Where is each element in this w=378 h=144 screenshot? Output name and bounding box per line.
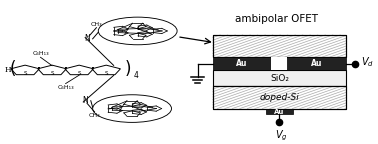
Text: doped-Si: doped-Si [260, 93, 299, 102]
Bar [213, 35, 346, 57]
Bar [213, 86, 346, 109]
Text: C₆H₁₃: C₆H₁₃ [32, 51, 49, 56]
Text: 4: 4 [133, 71, 138, 79]
Text: H: H [5, 66, 11, 74]
Text: $V_g$: $V_g$ [275, 128, 288, 143]
Text: S: S [50, 71, 54, 76]
Text: C₆H₁₃: C₆H₁₃ [57, 85, 74, 90]
Text: SiO₂: SiO₂ [270, 74, 289, 83]
Bar [213, 86, 346, 109]
Bar [266, 109, 293, 114]
Text: $V_d$: $V_d$ [361, 55, 374, 69]
Text: Au: Au [311, 59, 322, 68]
Bar [271, 57, 287, 70]
Text: (: ( [10, 60, 16, 78]
Text: S: S [23, 71, 27, 76]
Text: N: N [84, 34, 90, 43]
Text: ambipolar OFET: ambipolar OFET [235, 14, 318, 24]
Bar [213, 35, 346, 57]
Bar [287, 57, 346, 70]
Text: S: S [104, 71, 108, 76]
Text: Au: Au [236, 59, 248, 68]
Text: CH₃: CH₃ [89, 112, 100, 118]
Bar [213, 70, 346, 86]
Text: Au: Au [274, 109, 285, 114]
Text: S: S [77, 71, 81, 76]
Bar [213, 57, 271, 70]
Text: N: N [82, 96, 88, 105]
Text: CH₃: CH₃ [91, 22, 102, 27]
Text: ): ) [124, 60, 131, 78]
